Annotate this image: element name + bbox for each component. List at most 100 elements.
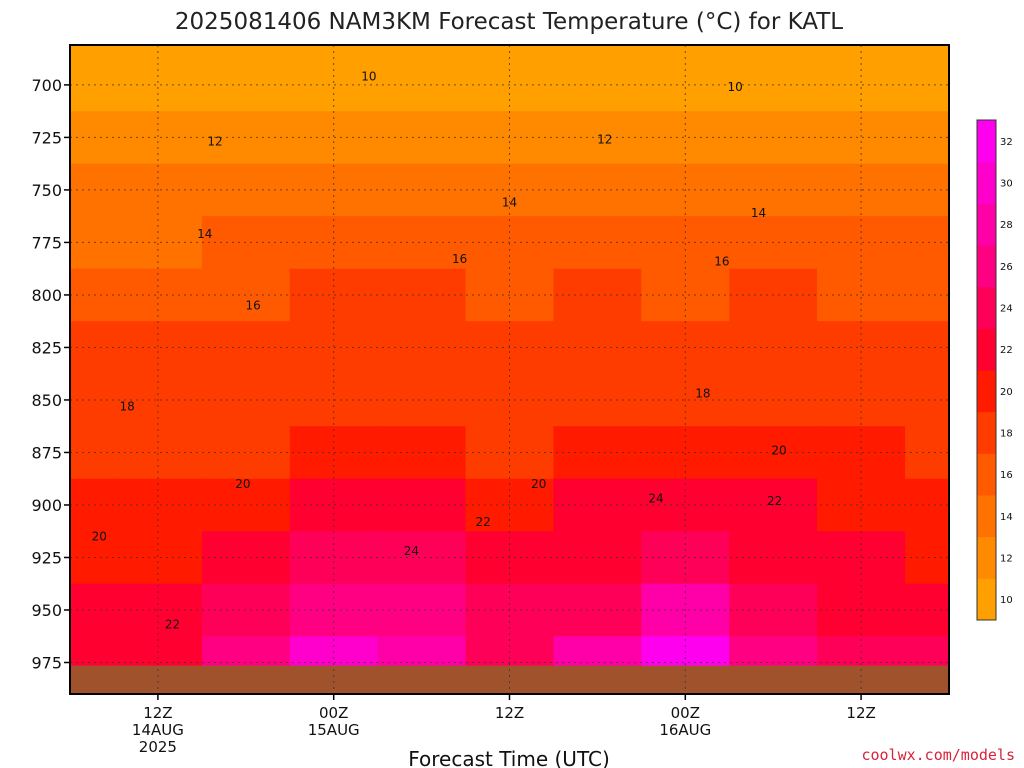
contour-label: 20 <box>771 443 786 457</box>
colorbar-swatch <box>977 578 996 621</box>
colorbar-tick-label: 12 <box>1000 554 1013 565</box>
x-tick-label: 00Z <box>671 704 700 722</box>
contour-label: 20 <box>235 477 250 491</box>
temperature-cell <box>377 426 467 480</box>
x-tick-label: 15AUG <box>308 721 360 739</box>
x-tick-label: 12Z <box>143 704 172 722</box>
y-tick-label: 925 <box>31 548 62 567</box>
x-axis-label: Forecast Time (UTC) <box>408 747 610 768</box>
temperature-cell <box>377 321 467 375</box>
temperature-cell <box>377 583 467 637</box>
x-tick-label: 2025 <box>139 738 177 756</box>
temperature-cell <box>817 321 906 375</box>
colorbar-swatch <box>977 370 996 413</box>
temperature-cell <box>377 45 467 112</box>
y-tick-label: 725 <box>31 128 62 147</box>
x-tick-label: 00Z <box>319 704 348 722</box>
contour-label: 12 <box>597 133 612 147</box>
temperature-cell <box>377 163 467 217</box>
temperature-cell <box>641 268 730 322</box>
temperature-cell <box>817 478 906 532</box>
contour-label: 20 <box>92 529 107 543</box>
temperature-cell <box>377 268 467 322</box>
temperature-cell <box>641 45 730 112</box>
temperature-cell <box>465 45 555 112</box>
plot-area: 10 10 12 12 14 14 14 16 16 16 18 18 20 20 20 20 22 22 22 24… <box>69 44 950 695</box>
temperature-cell <box>641 478 730 532</box>
colorbar-tick-label: 20 <box>1000 387 1013 398</box>
temperature-cell <box>729 45 818 112</box>
x-tick-label: 12Z <box>846 704 875 722</box>
colorbar-swatch <box>977 120 996 163</box>
temperature-cell <box>553 45 642 112</box>
y-tick-label: 950 <box>31 601 62 620</box>
colorbar-swatch <box>977 411 996 454</box>
colorbar-tick-label: 30 <box>1000 179 1013 190</box>
temperature-cell <box>641 321 730 375</box>
contour-label: 14 <box>197 227 212 241</box>
y-tick-label: 900 <box>31 496 62 515</box>
x-tick-label: 12Z <box>495 704 524 722</box>
y-tick-label: 800 <box>31 286 62 305</box>
contour-label: 14 <box>751 206 766 220</box>
contour-label: 12 <box>207 135 222 149</box>
temperature-cell <box>377 216 467 270</box>
y-axis: 700 725 750 775 800 825 850 875 900 925 950 975 <box>31 76 70 672</box>
contour-label: 20 <box>531 477 546 491</box>
contour-label: 24 <box>648 492 663 506</box>
contour-label: 14 <box>502 196 517 210</box>
colorbar-swatch <box>977 245 996 288</box>
temperature-cell <box>641 531 730 585</box>
colorbar-swatch <box>977 203 996 246</box>
temperature-cell <box>201 45 291 112</box>
temperature-cell <box>70 45 115 112</box>
temperature-cell <box>377 111 467 165</box>
temperature-cell <box>905 45 949 112</box>
colorbar: 10 12 14 16 18 20 22 24 26 28 30 32 <box>976 119 1013 621</box>
colorbar-tick-label: 14 <box>1000 512 1013 523</box>
temperature-cell <box>817 45 906 112</box>
contour-label: 22 <box>767 494 782 508</box>
contour-label: 24 <box>404 544 419 558</box>
contour-label: 22 <box>475 515 490 529</box>
temperature-cell <box>817 531 906 585</box>
temperature-cell <box>377 478 467 532</box>
colorbar-tick-label: 10 <box>1000 595 1013 606</box>
temperature-cell <box>113 111 203 165</box>
colorbar-tick-label: 18 <box>1000 429 1013 440</box>
contour-label: 10 <box>727 80 742 94</box>
colorbar-frame <box>976 119 997 621</box>
contour-label: 10 <box>361 70 376 84</box>
temperature-cell <box>817 111 906 165</box>
x-tick-label: 14AUG <box>132 721 184 739</box>
y-tick-label: 850 <box>31 391 62 410</box>
contour-label: 16 <box>452 252 467 266</box>
temperature-cell <box>113 531 203 585</box>
contour-label: 16 <box>245 298 260 312</box>
colorbar-tick-label: 22 <box>1000 345 1013 356</box>
colorbar-swatch <box>977 453 996 496</box>
chart-title: 2025081406 NAM3KM Forecast Temperature (… <box>175 9 843 35</box>
colorbar-swatch <box>977 161 996 204</box>
colorbar-swatch <box>977 286 996 329</box>
y-tick-label: 825 <box>31 338 62 357</box>
colorbar-swatch <box>977 536 996 579</box>
y-tick-label: 775 <box>31 233 62 252</box>
credit-text[interactable]: coolwx.com/models <box>861 746 1015 764</box>
contour-label: 18 <box>119 399 134 413</box>
temperature-cell <box>817 268 906 322</box>
temperature-cell <box>641 111 730 165</box>
contour-label: 18 <box>695 387 710 401</box>
x-tick-label: 16AUG <box>659 721 711 739</box>
temperature-cell <box>113 268 203 322</box>
colorbar-swatch <box>977 328 996 371</box>
contour-label: 22 <box>165 618 180 632</box>
temperature-cell <box>113 478 203 532</box>
y-tick-label: 750 <box>31 181 62 200</box>
y-tick-label: 700 <box>31 76 62 95</box>
colorbar-tick-label: 16 <box>1000 470 1013 481</box>
y-tick-label: 875 <box>31 443 62 462</box>
temperature-cell <box>377 531 467 585</box>
